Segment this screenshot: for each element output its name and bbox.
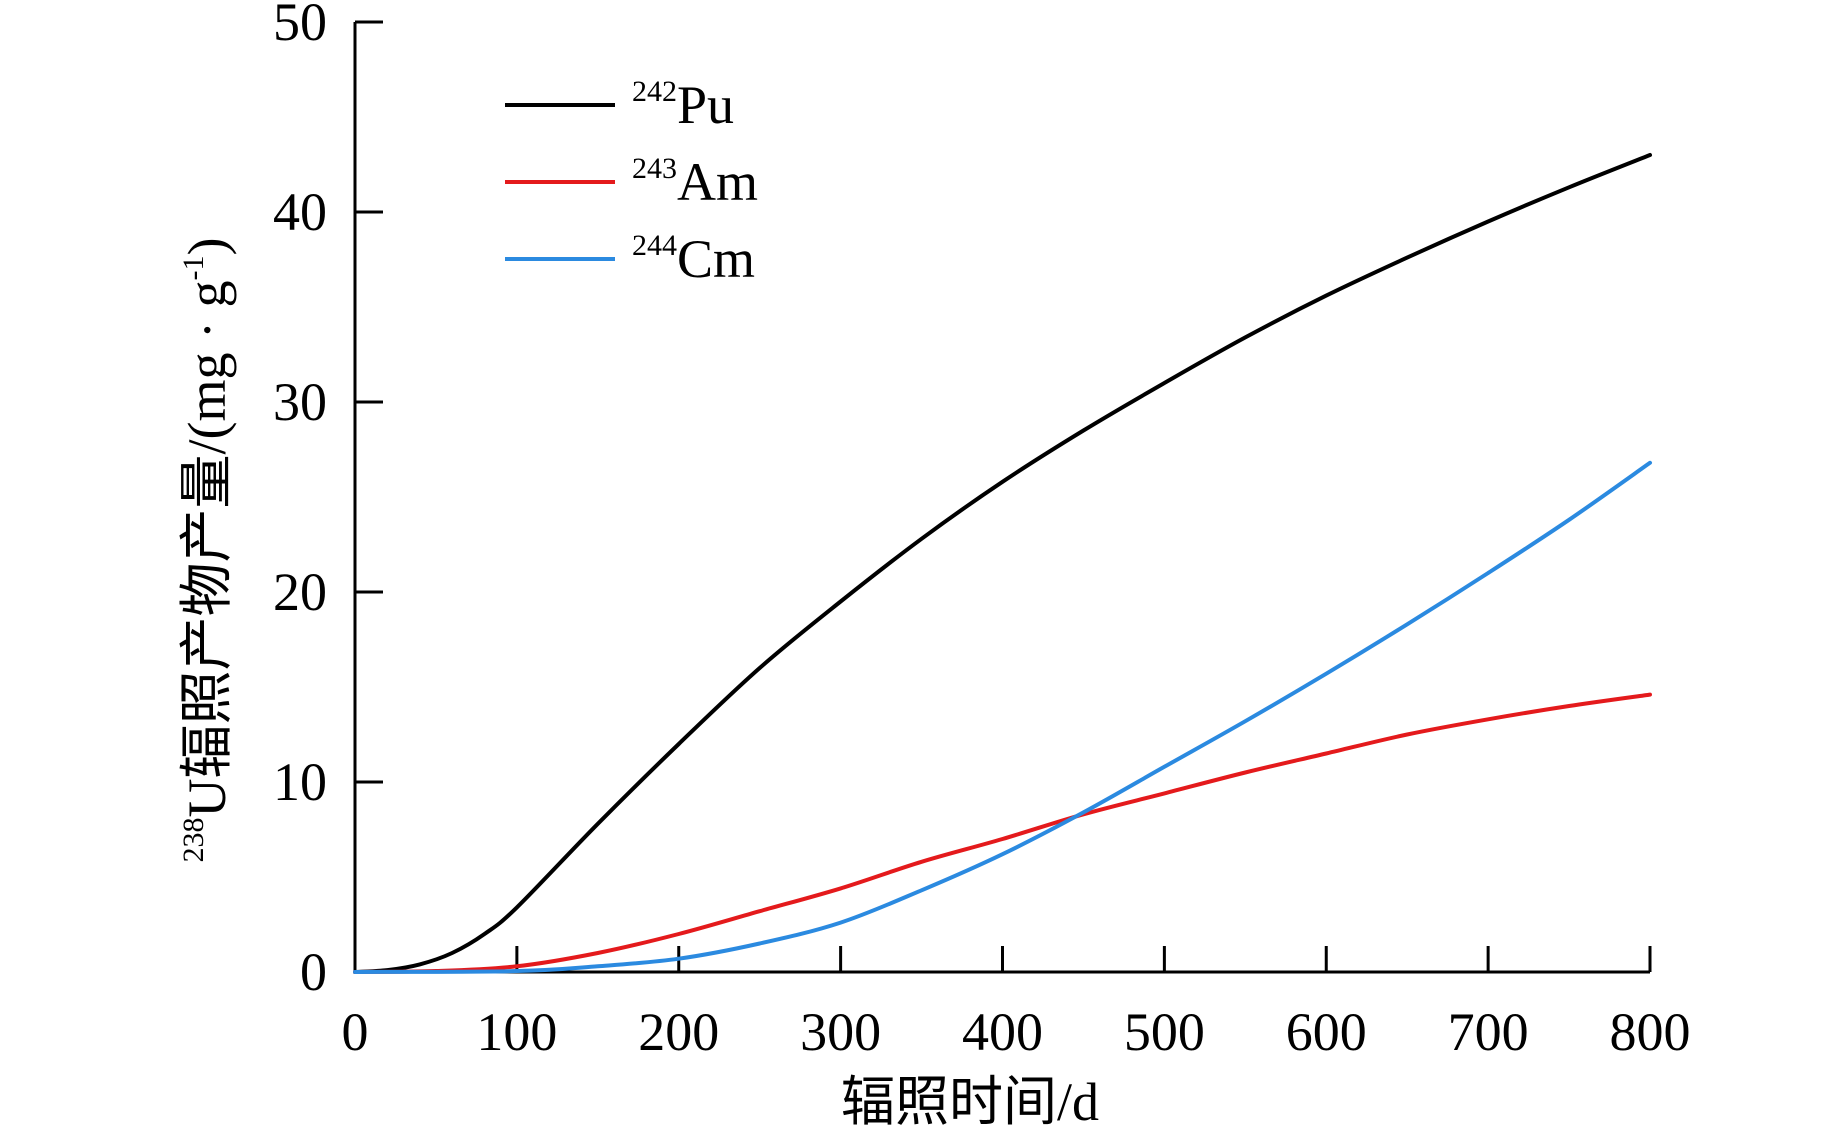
legend-element-pu: Pu — [677, 75, 734, 135]
x-tick-label-100: 100 — [476, 1002, 557, 1062]
legend-isotope-pu: 242 — [632, 75, 677, 108]
series-line-pu — [353, 153, 1652, 974]
legend-element-am: Am — [677, 152, 758, 212]
y-axis-title-main: U辐照产物产量/(mg · g — [177, 281, 237, 818]
x-tick-label-400: 400 — [962, 1002, 1043, 1062]
legend-isotope-cm: 244 — [632, 229, 677, 262]
y-axis-title: 238U辐照产物产量/(mg · g-1) — [177, 238, 237, 863]
y-axis-title-unit-sup: -1 — [177, 256, 210, 281]
x-tick-label-500: 500 — [1124, 1002, 1205, 1062]
x-tick-label-600: 600 — [1286, 1002, 1367, 1062]
legend-isotope-am: 243 — [632, 152, 677, 185]
legend-label-pu: 242Pu — [632, 75, 734, 135]
x-axis-title: 辐照时间/d — [841, 1072, 1099, 1132]
series-layer — [353, 153, 1652, 974]
x-tick-label-200: 200 — [638, 1002, 719, 1062]
legend-label-cm: 244Cm — [632, 229, 755, 289]
y-tick-label-20: 20 — [273, 562, 327, 622]
y-tick-label-0: 0 — [300, 942, 327, 1002]
y-axis-title-close: ) — [177, 238, 237, 256]
x-tick-label-800: 800 — [1610, 1002, 1691, 1062]
y-axis-title-sup: 238 — [177, 817, 210, 862]
x-tick-label-700: 700 — [1448, 1002, 1529, 1062]
y-tick-label-40: 40 — [273, 182, 327, 242]
legend-label-am: 243Am — [632, 152, 758, 212]
series-line-am — [353, 692, 1652, 974]
y-tick-label-30: 30 — [273, 372, 327, 432]
y-tick-label-10: 10 — [273, 752, 327, 812]
series-line-cm — [353, 460, 1652, 974]
legend-element-cm: Cm — [677, 229, 755, 289]
x-tick-label-300: 300 — [800, 1002, 881, 1062]
x-tick-label-0: 0 — [342, 1002, 369, 1062]
y-tick-label-50: 50 — [273, 0, 327, 52]
